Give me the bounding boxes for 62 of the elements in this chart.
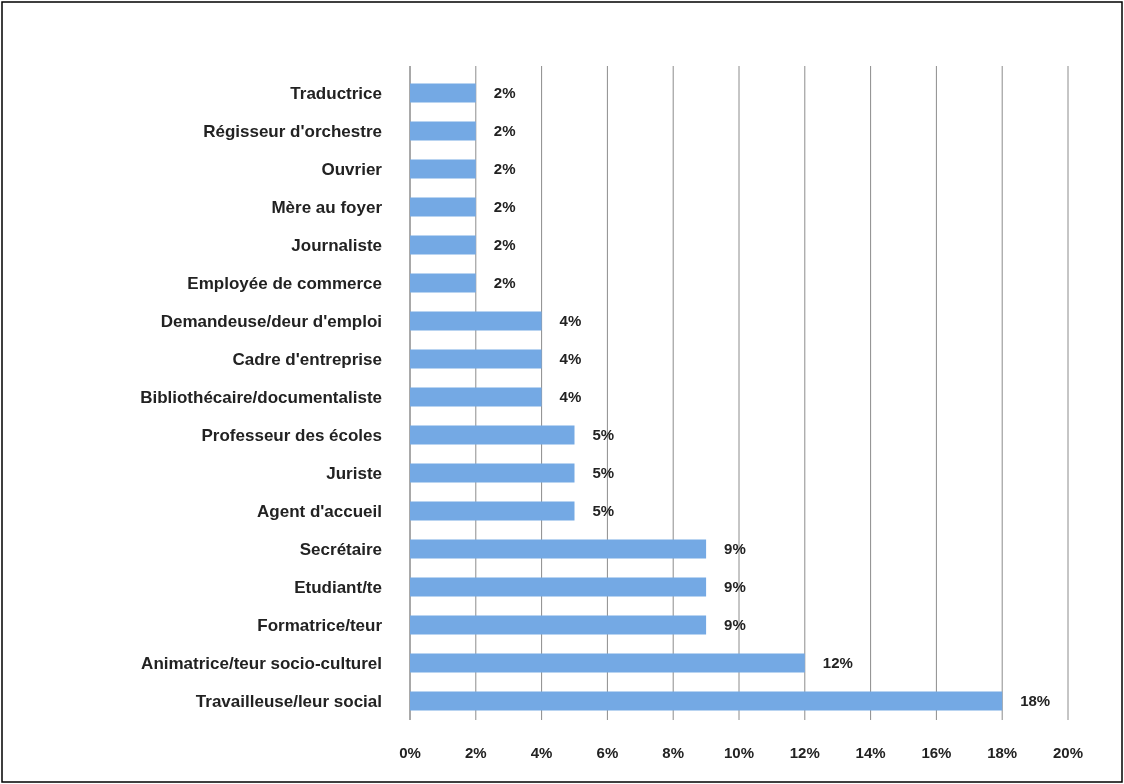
data-label: 9% xyxy=(724,616,746,634)
data-label: 2% xyxy=(493,122,516,140)
x-tick-label: 16% xyxy=(921,744,952,761)
bar xyxy=(410,235,476,255)
data-label: 9% xyxy=(724,540,746,558)
y-tick-label: Travailleuse/leur social xyxy=(195,691,382,711)
y-tick-label: Bibliothécaire/documentaliste xyxy=(140,387,382,407)
bar xyxy=(410,425,575,445)
bar xyxy=(410,577,707,597)
y-tick-label: Secrétaire xyxy=(299,539,382,559)
x-tick-label: 8% xyxy=(662,744,685,761)
data-label: 18% xyxy=(1020,692,1051,710)
y-tick-label: Cadre d'entreprise xyxy=(232,349,382,369)
data-label: 5% xyxy=(592,464,615,482)
bar xyxy=(410,159,476,179)
data-label: 4% xyxy=(559,388,582,406)
bar xyxy=(410,501,575,521)
y-tick-label: Agent d'accueil xyxy=(257,501,382,521)
data-label: 12% xyxy=(822,654,853,672)
bar xyxy=(410,273,476,293)
y-tick-label: Animatrice/teur socio-culturel xyxy=(141,653,382,673)
data-label: 2% xyxy=(493,274,516,292)
y-tick-label: Formatrice/teur xyxy=(257,615,383,635)
data-label: 5% xyxy=(592,426,615,444)
data-label: 2% xyxy=(493,236,516,254)
y-tick-label: Employée de commerce xyxy=(187,273,382,293)
y-tick-label: Mère au foyer xyxy=(271,197,383,217)
y-tick-label: Ouvrier xyxy=(321,159,383,179)
x-tick-label: 10% xyxy=(723,744,755,761)
bar xyxy=(410,349,542,369)
x-tick-label: 2% xyxy=(464,744,487,761)
y-tick-label: Régisseur d'orchestre xyxy=(203,121,382,141)
y-tick-label: Traductrice xyxy=(290,83,382,103)
x-tick-label: 12% xyxy=(789,744,820,761)
bar xyxy=(410,121,476,141)
y-tick-label: Etudiant/te xyxy=(294,577,382,597)
bar xyxy=(410,197,476,217)
data-label: 9% xyxy=(724,578,746,596)
y-tick-label: Demandeuse/deur d'emploi xyxy=(160,311,382,331)
x-tick-label: 18% xyxy=(987,744,1018,761)
y-tick-label: Juriste xyxy=(326,463,382,483)
bar xyxy=(410,539,707,559)
x-tick-label: 20% xyxy=(1052,744,1084,761)
bar xyxy=(410,615,707,635)
data-label: 2% xyxy=(493,84,516,102)
bar xyxy=(410,311,542,331)
data-label: 4% xyxy=(559,312,582,330)
data-label: 2% xyxy=(493,198,516,216)
bar xyxy=(410,653,805,673)
x-tick-label: 4% xyxy=(530,744,553,761)
bar xyxy=(410,83,476,103)
data-label: 2% xyxy=(493,160,516,178)
x-tick-label: 6% xyxy=(596,744,619,761)
y-tick-label: Journaliste xyxy=(291,235,382,255)
bar xyxy=(410,387,542,407)
bar xyxy=(410,463,575,483)
data-label: 5% xyxy=(592,502,615,520)
bar xyxy=(410,691,1003,711)
data-label: 4% xyxy=(559,350,582,368)
x-tick-label: 0% xyxy=(399,744,421,761)
y-tick-label: Professeur des écoles xyxy=(201,425,382,445)
x-tick-label: 14% xyxy=(855,744,886,761)
